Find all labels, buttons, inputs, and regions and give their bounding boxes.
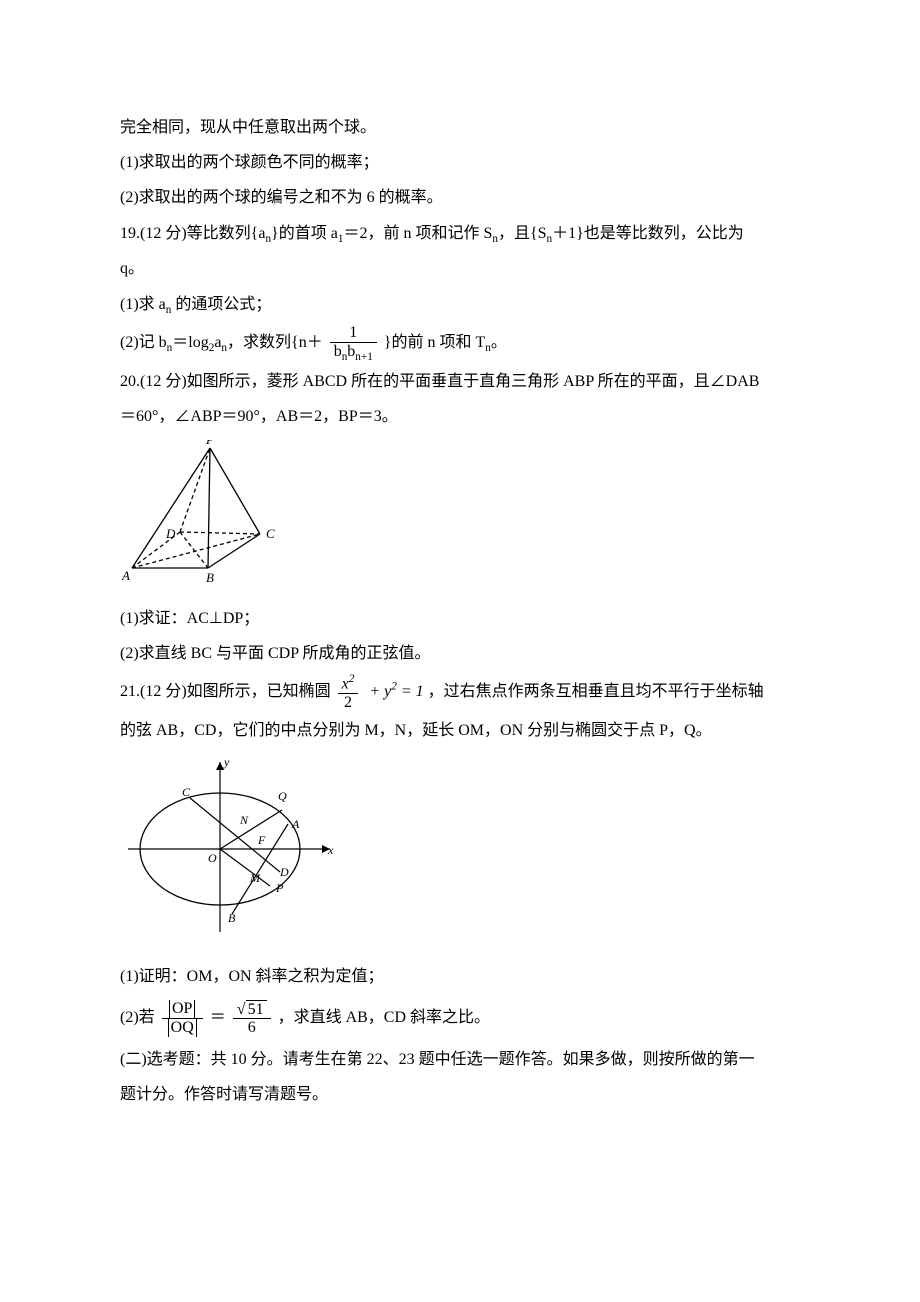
text: }的前 n 项和 T: [384, 334, 485, 351]
svg-text:y: y: [223, 755, 230, 769]
text-line: 题计分。作答时请写清题号。: [120, 1077, 800, 1112]
fraction-numerator: OP: [162, 1000, 203, 1018]
svg-text:A: A: [291, 817, 300, 831]
text-line: (1)求 an 的通项公式；: [120, 287, 800, 323]
text-line: 21.(12 分)如图所示，已知椭圆 x2 2 + y2 = 1 ，过右焦点作两…: [120, 671, 800, 713]
text: (1)求 a: [120, 296, 166, 313]
text-line: 20.(12 分)如图所示，菱形 ABCD 所在的平面垂直于直角三角形 ABP …: [120, 364, 800, 399]
fraction-numerator: √51: [233, 1000, 271, 1019]
text-line: (二)选考题：共 10 分。请考生在第 22、23 题中任选一题作答。如果多做，…: [120, 1042, 800, 1077]
svg-text:D: D: [279, 865, 289, 879]
text: ，且{S: [498, 225, 547, 242]
figure-pyramid: P D C A B: [120, 440, 800, 598]
svg-text:P: P: [275, 881, 284, 895]
text: 。: [491, 334, 507, 351]
pyramid-diagram: P D C A B: [120, 440, 290, 585]
abs: OP: [169, 1000, 195, 1018]
fraction-denominator: 6: [233, 1018, 271, 1037]
svg-text:C: C: [182, 785, 191, 799]
fraction-denominator: OQ: [162, 1018, 203, 1037]
text-line: q。: [120, 251, 800, 286]
text: ，求直线 AB，CD 斜率之比。: [278, 1009, 490, 1026]
text-line: (1)求证：AC⊥DP；: [120, 601, 800, 636]
math: + y2 = 1: [365, 683, 423, 700]
text: ＝2，前 n 项和记作 S: [343, 225, 492, 242]
text: (2)若: [120, 1009, 155, 1026]
text-line: 完全相同，现从中任意取出两个球。: [120, 110, 800, 145]
text: ＝log: [172, 334, 208, 351]
text: x: [342, 675, 349, 692]
svg-text:C: C: [266, 526, 275, 541]
svg-text:O: O: [208, 851, 217, 865]
fraction-denominator: 2: [338, 693, 359, 712]
superscript: 2: [349, 673, 355, 685]
text: 的通项公式；: [171, 296, 271, 313]
text-line: (2)求直线 BC 与平面 CDP 所成角的正弦值。: [120, 636, 800, 671]
fraction: √51 6: [233, 1000, 271, 1037]
text-line: (1)求取出的两个球颜色不同的概率；: [120, 145, 800, 180]
svg-text:F: F: [257, 833, 266, 847]
fraction-numerator: x2: [338, 673, 359, 693]
text: ＝: [210, 1009, 226, 1026]
text: ，求数列{n＋: [227, 334, 323, 351]
fraction: x2 2: [338, 673, 359, 712]
text: (2)记 b: [120, 334, 167, 351]
text-line: (2)记 bn＝log2an，求数列{n＋ 1 bnbn+1 }的前 n 项和 …: [120, 322, 800, 364]
text: b: [334, 343, 342, 360]
svg-text:B: B: [228, 911, 236, 925]
radicand: 51: [246, 1000, 267, 1019]
svg-text:D: D: [165, 526, 176, 541]
subscript: n+1: [355, 351, 373, 363]
text-line: (2)求取出的两个球的编号之和不为 6 的概率。: [120, 180, 800, 215]
text: 19.(12 分)等比数列{a: [120, 225, 265, 242]
fraction-numerator: 1: [330, 324, 377, 342]
text: }的首项 a: [271, 225, 338, 242]
svg-text:x: x: [327, 843, 334, 857]
superscript: 2: [391, 681, 397, 693]
svg-text:Q: Q: [278, 789, 287, 803]
text-line: (2)若 OP OQ ＝ √51 6 ，求直线 AB，CD 斜率之比。: [120, 994, 800, 1042]
text: ，过右焦点作两条互相垂直且均不平行于坐标轴: [428, 683, 764, 700]
text: 21.(12 分)如图所示，已知椭圆: [120, 683, 331, 700]
figure-ellipse: y C Q N A F Ox M DP B: [120, 754, 800, 957]
svg-text:P: P: [205, 440, 214, 447]
sqrt: √51: [237, 1000, 267, 1019]
fraction-denominator: bnbn+1: [330, 342, 377, 364]
ellipse-diagram: y C Q N A F Ox M DP B: [120, 754, 340, 944]
text-line: 19.(12 分)等比数列{an}的首项 a1＝2，前 n 项和记作 Sn，且{…: [120, 216, 800, 252]
svg-text:M: M: [249, 871, 261, 885]
text: ＋1}也是等比数列，公比为: [552, 225, 744, 242]
svg-text:B: B: [206, 570, 214, 585]
text-line: ＝60°，∠ABP＝90°，AB＝2，BP＝3。: [120, 399, 800, 434]
svg-text:N: N: [239, 813, 249, 827]
fraction: OP OQ: [162, 1000, 203, 1036]
abs: OQ: [168, 1019, 197, 1037]
svg-text:A: A: [121, 568, 130, 583]
text-line: 的弦 AB，CD，它们的中点分别为 M，N，延长 OM，ON 分别与椭圆交于点 …: [120, 713, 800, 748]
text-line: (1)证明：OM，ON 斜率之积为定值；: [120, 959, 800, 994]
fraction: 1 bnbn+1: [330, 324, 377, 363]
